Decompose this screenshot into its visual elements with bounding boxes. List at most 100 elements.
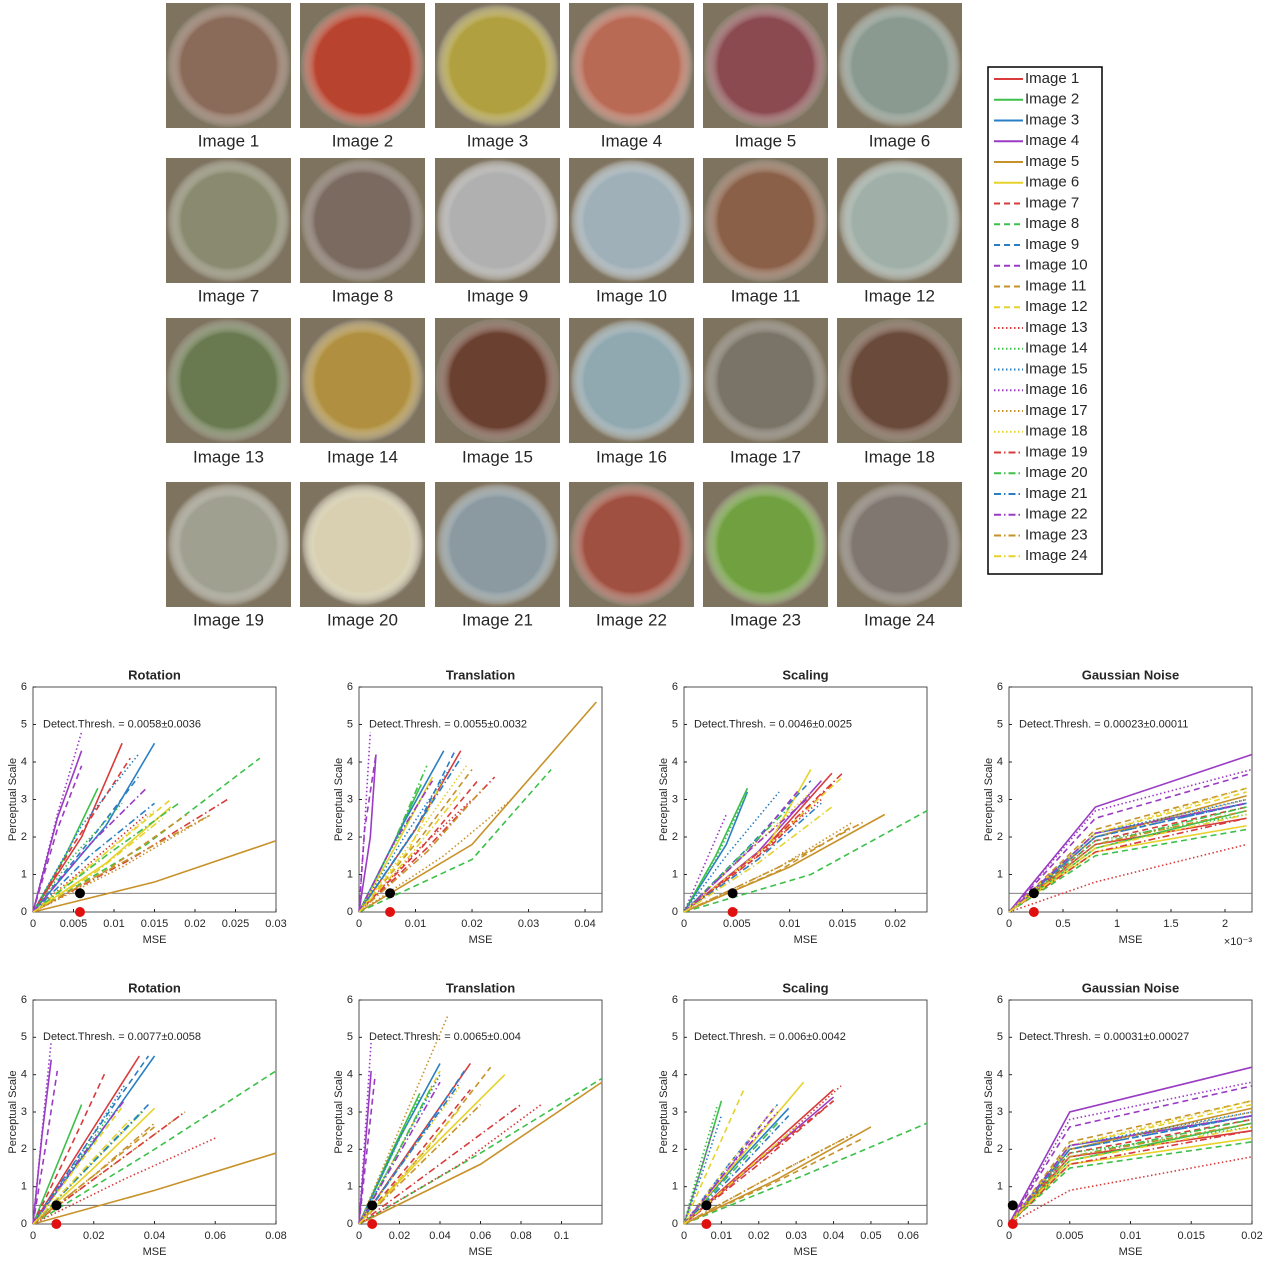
series-line (358, 1081, 461, 1225)
series-line (683, 772, 844, 913)
y-tick-label: 4 (997, 756, 1003, 768)
series-line (358, 1103, 482, 1225)
y-tick-label: 1 (997, 868, 1003, 880)
image-label: Image 1 (198, 131, 259, 150)
legend-label: Image 20 (1025, 464, 1088, 481)
annotation: Detect.Thresh. = 0.00031±0.00027 (1019, 1031, 1189, 1043)
image-label: Image 6 (869, 131, 930, 150)
y-axis-label: Perceptual Scale (658, 1070, 670, 1153)
x-tick-label: 0.04 (574, 918, 595, 930)
image-label: Image 5 (735, 131, 796, 150)
x-exponent: ×10⁻³ (1224, 936, 1252, 948)
image-vignette (300, 482, 425, 607)
x-tick-label: 0.1 (554, 1230, 569, 1242)
image-vignette (703, 3, 828, 128)
x-tick-label: 0.01 (103, 918, 124, 930)
y-tick-label: 1 (672, 1181, 678, 1193)
legend-box (987, 66, 1103, 575)
series-line (358, 798, 513, 913)
image-vignette (703, 318, 828, 443)
x-tick-label: 0.5 (1055, 918, 1070, 930)
y-tick-label: 6 (997, 994, 1003, 1006)
series-line (1008, 1066, 1253, 1225)
x-tick-label: 0.04 (429, 1230, 450, 1242)
legend-label: Image 10 (1025, 257, 1088, 274)
y-tick-label: 6 (21, 994, 27, 1006)
y-axis-label: Perceptual Scale (333, 1070, 345, 1153)
x-axis-label: MSE (794, 934, 818, 946)
series-line (683, 806, 833, 913)
image-vignette (569, 318, 694, 443)
series-line (32, 1055, 150, 1225)
x-tick-label: 0.005 (60, 918, 88, 930)
y-axis-label: Perceptual Scale (983, 1070, 995, 1153)
series-line (683, 813, 886, 913)
chart-title: Rotation (128, 980, 181, 995)
y-tick-label: 5 (21, 718, 27, 730)
chart-title: Scaling (782, 667, 828, 682)
image-label: Image 18 (864, 447, 935, 466)
y-tick-label: 6 (672, 994, 678, 1006)
x-tick-label: 0.06 (898, 1230, 919, 1242)
y-tick-label: 4 (997, 1069, 1003, 1081)
threshold-marker (727, 907, 738, 917)
series-line (358, 768, 552, 913)
x-axis-label: MSE (143, 934, 167, 946)
x-tick-label: 0.015 (141, 918, 169, 930)
threshold-point (367, 1200, 378, 1211)
x-axis-label: MSE (143, 1246, 167, 1258)
y-tick-label: 1 (21, 1181, 27, 1193)
x-tick-label: 0.02 (1241, 1230, 1262, 1242)
series-line (1008, 813, 1247, 913)
series-line (358, 757, 462, 913)
image-label: Image 4 (601, 131, 662, 150)
series-line (683, 798, 822, 913)
series-line (32, 1103, 150, 1225)
axes-box (358, 999, 603, 1225)
x-tick-label: 0 (30, 918, 36, 930)
legend-label: Image 22 (1025, 506, 1088, 523)
x-tick-label: 0.05 (860, 1230, 881, 1242)
series-line (32, 810, 156, 913)
series-line (32, 813, 212, 913)
x-tick-label: 0.06 (205, 1230, 226, 1242)
x-tick-label: 0 (30, 1230, 36, 1242)
series-line (32, 765, 83, 913)
series-line (32, 802, 123, 913)
y-tick-label: 4 (21, 1069, 27, 1081)
y-axis-label: Perceptual Scale (658, 758, 670, 841)
series-line (32, 787, 147, 913)
y-tick-label: 5 (997, 718, 1003, 730)
image-vignette (300, 3, 425, 128)
series-line (683, 1115, 790, 1225)
y-tick-label: 6 (347, 681, 353, 693)
series-line (32, 1059, 53, 1225)
legend-label: Image 8 (1025, 215, 1079, 232)
series-line (32, 757, 261, 913)
y-tick-label: 5 (672, 718, 678, 730)
series-line (32, 1152, 277, 1225)
x-tick-label: 0 (356, 1230, 362, 1242)
x-tick-label: 0 (681, 1230, 687, 1242)
series-line (32, 817, 164, 913)
y-tick-label: 5 (997, 1031, 1003, 1043)
series-line (32, 813, 212, 913)
legend-label: Image 1 (1025, 70, 1079, 87)
image-label: Image 12 (864, 286, 935, 305)
image-label: Image 16 (596, 447, 667, 466)
x-tick-label: 0.005 (1056, 1230, 1084, 1242)
image-vignette (166, 158, 291, 283)
series-line (683, 791, 749, 913)
y-tick-label: 5 (347, 718, 353, 730)
series-line (683, 795, 812, 913)
x-tick-label: 2 (1222, 918, 1228, 930)
annotation: Detect.Thresh. = 0.00023±0.00011 (1019, 718, 1188, 730)
y-tick-label: 0 (997, 906, 1003, 918)
x-tick-label: 0.015 (829, 918, 857, 930)
chart-title: Translation (446, 980, 515, 995)
x-axis-label: MSE (1119, 1246, 1143, 1258)
image-label: Image 3 (467, 131, 528, 150)
series-line (683, 1133, 853, 1225)
series-line (683, 780, 812, 913)
image-vignette (435, 158, 560, 283)
